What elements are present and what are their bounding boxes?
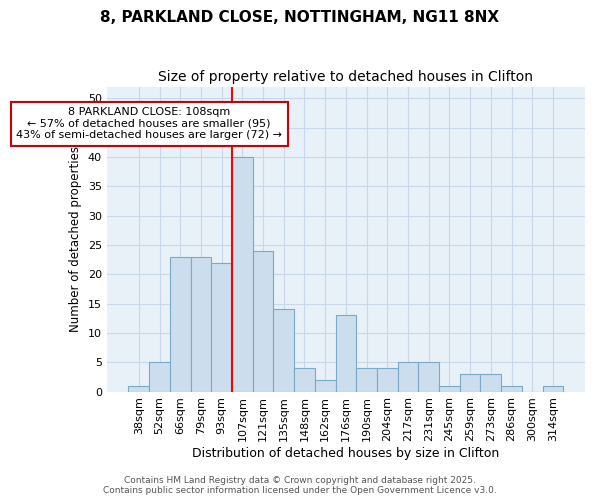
Bar xyxy=(398,362,418,392)
Bar xyxy=(377,368,398,392)
Text: 8 PARKLAND CLOSE: 108sqm
← 57% of detached houses are smaller (95)
43% of semi-d: 8 PARKLAND CLOSE: 108sqm ← 57% of detach… xyxy=(16,107,282,140)
Bar xyxy=(501,386,522,392)
Bar xyxy=(211,262,232,392)
Title: Size of property relative to detached houses in Clifton: Size of property relative to detached ho… xyxy=(158,70,533,84)
Bar xyxy=(481,374,501,392)
Bar xyxy=(128,386,149,392)
Bar xyxy=(460,374,481,392)
X-axis label: Distribution of detached houses by size in Clifton: Distribution of detached houses by size … xyxy=(192,447,499,460)
Text: 8, PARKLAND CLOSE, NOTTINGHAM, NG11 8NX: 8, PARKLAND CLOSE, NOTTINGHAM, NG11 8NX xyxy=(100,10,500,25)
Bar xyxy=(232,157,253,392)
Bar xyxy=(356,368,377,392)
Bar xyxy=(170,256,191,392)
Bar xyxy=(335,316,356,392)
Bar xyxy=(274,310,294,392)
Y-axis label: Number of detached properties: Number of detached properties xyxy=(69,146,82,332)
Bar xyxy=(315,380,335,392)
Bar xyxy=(294,368,315,392)
Bar xyxy=(191,256,211,392)
Bar xyxy=(439,386,460,392)
Text: Contains HM Land Registry data © Crown copyright and database right 2025.
Contai: Contains HM Land Registry data © Crown c… xyxy=(103,476,497,495)
Bar xyxy=(149,362,170,392)
Bar xyxy=(542,386,563,392)
Bar xyxy=(253,251,274,392)
Bar xyxy=(418,362,439,392)
